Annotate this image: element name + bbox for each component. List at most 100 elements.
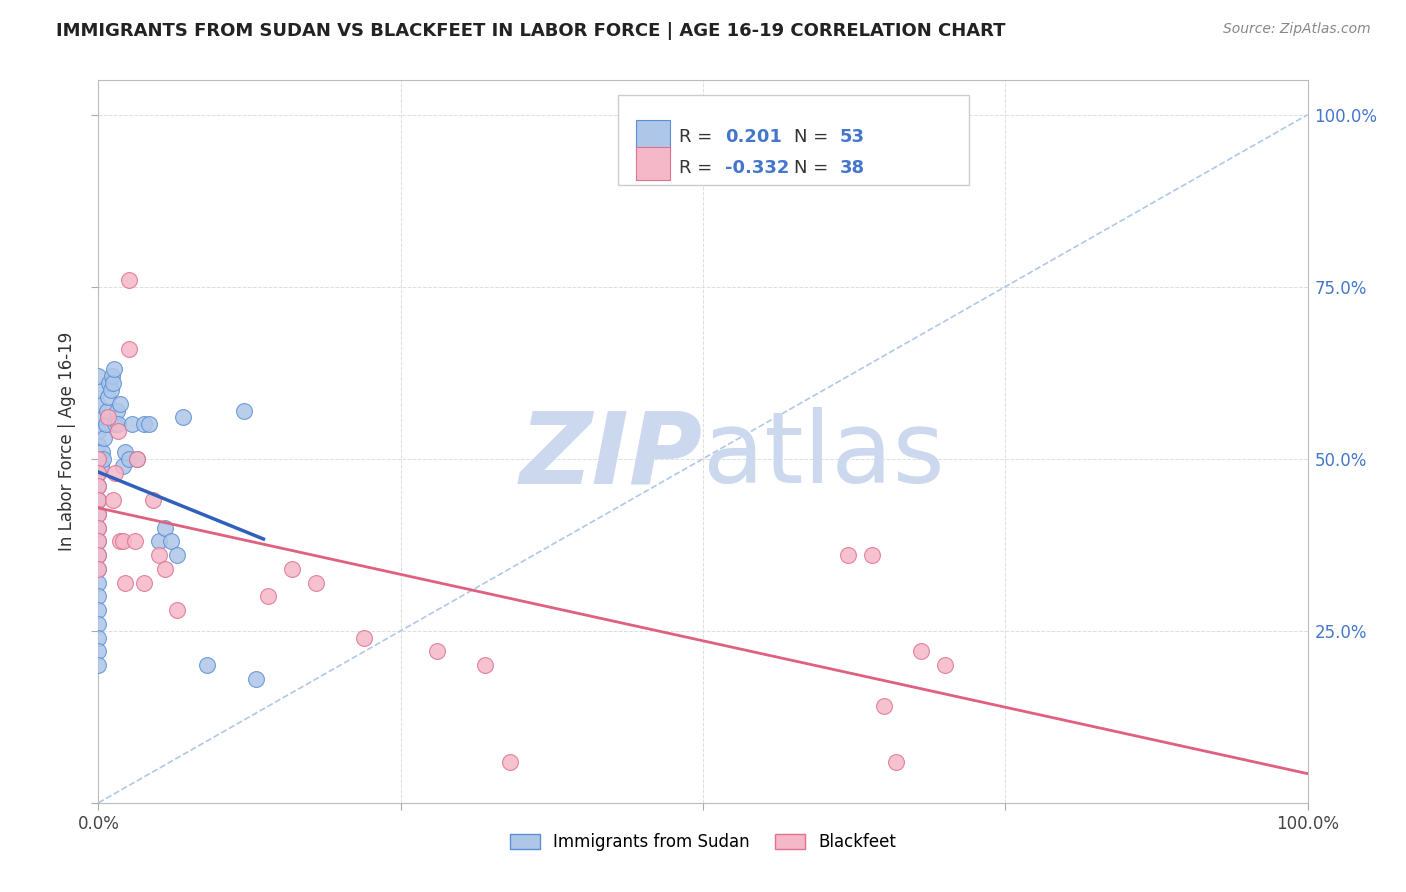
Point — [87, 479, 110, 493]
Text: IMMIGRANTS FROM SUDAN VS BLACKFEET IN LABOR FORCE | AGE 16-19 CORRELATION CHART: IMMIGRANTS FROM SUDAN VS BLACKFEET IN LA… — [56, 22, 1005, 40]
Point — [134, 575, 156, 590]
Point — [87, 603, 110, 617]
Point — [498, 755, 520, 769]
FancyBboxPatch shape — [619, 95, 969, 185]
Point — [886, 755, 908, 769]
Point — [114, 445, 136, 459]
Point — [148, 534, 170, 549]
Legend: Immigrants from Sudan, Blackfeet: Immigrants from Sudan, Blackfeet — [502, 825, 904, 860]
Point — [105, 403, 128, 417]
Point — [305, 575, 328, 590]
Point — [118, 342, 141, 356]
Point — [91, 451, 114, 466]
Point — [87, 493, 110, 508]
Point — [166, 548, 188, 562]
Point — [93, 431, 115, 445]
Point — [100, 383, 122, 397]
Point — [153, 562, 176, 576]
Point — [97, 390, 120, 404]
Point — [281, 562, 304, 576]
Text: N =: N = — [793, 128, 834, 146]
Point — [87, 631, 110, 645]
Point — [160, 534, 183, 549]
Point — [353, 631, 375, 645]
Point — [153, 520, 176, 534]
Point — [87, 590, 110, 604]
Text: R =: R = — [679, 159, 718, 177]
Point — [107, 424, 129, 438]
Point — [87, 507, 110, 521]
Point — [195, 658, 218, 673]
Point — [426, 644, 449, 658]
Point — [256, 590, 278, 604]
Point — [97, 410, 120, 425]
Point — [121, 417, 143, 432]
Point — [138, 417, 160, 432]
Point — [87, 520, 110, 534]
Point — [87, 451, 110, 466]
Point — [118, 273, 141, 287]
Point — [87, 438, 110, 452]
Point — [87, 466, 110, 480]
Point — [104, 466, 127, 480]
Point — [87, 493, 110, 508]
Point — [104, 417, 127, 432]
Point — [873, 699, 896, 714]
Point — [91, 445, 114, 459]
Point — [87, 644, 110, 658]
Point — [98, 376, 121, 390]
FancyBboxPatch shape — [637, 120, 671, 153]
Point — [837, 548, 859, 562]
Point — [87, 451, 110, 466]
Point — [87, 507, 110, 521]
Point — [232, 403, 254, 417]
Point — [245, 672, 267, 686]
Text: N =: N = — [793, 159, 834, 177]
Point — [910, 644, 932, 658]
Point — [134, 417, 156, 432]
Point — [87, 520, 110, 534]
Point — [87, 479, 110, 493]
Point — [111, 534, 134, 549]
Text: ZIP: ZIP — [520, 408, 703, 505]
Point — [100, 369, 122, 384]
Text: R =: R = — [679, 128, 718, 146]
Point — [87, 369, 110, 384]
Point — [96, 403, 118, 417]
Text: -0.332: -0.332 — [724, 159, 789, 177]
Text: 53: 53 — [839, 128, 865, 146]
Point — [166, 603, 188, 617]
Point — [101, 493, 124, 508]
Point — [87, 575, 110, 590]
Point — [107, 417, 129, 432]
Point — [87, 562, 110, 576]
Point — [87, 534, 110, 549]
Text: 0.201: 0.201 — [724, 128, 782, 146]
Point — [124, 534, 146, 549]
Text: atlas: atlas — [703, 408, 945, 505]
Point — [87, 548, 110, 562]
Point — [87, 548, 110, 562]
Point — [934, 658, 956, 673]
Point — [108, 397, 131, 411]
Point — [474, 658, 496, 673]
Point — [108, 534, 131, 549]
Y-axis label: In Labor Force | Age 16-19: In Labor Force | Age 16-19 — [58, 332, 76, 551]
Point — [87, 534, 110, 549]
Point — [87, 397, 110, 411]
Text: Source: ZipAtlas.com: Source: ZipAtlas.com — [1223, 22, 1371, 37]
Point — [87, 658, 110, 673]
Point — [148, 548, 170, 562]
Point — [111, 458, 134, 473]
Point — [87, 466, 110, 480]
Point — [860, 548, 883, 562]
Point — [142, 493, 165, 508]
Point — [118, 451, 141, 466]
Point — [127, 451, 149, 466]
Point — [172, 410, 194, 425]
Text: 38: 38 — [839, 159, 865, 177]
Point — [87, 616, 110, 631]
Point — [101, 376, 124, 390]
Point — [90, 458, 112, 473]
Point — [87, 424, 110, 438]
